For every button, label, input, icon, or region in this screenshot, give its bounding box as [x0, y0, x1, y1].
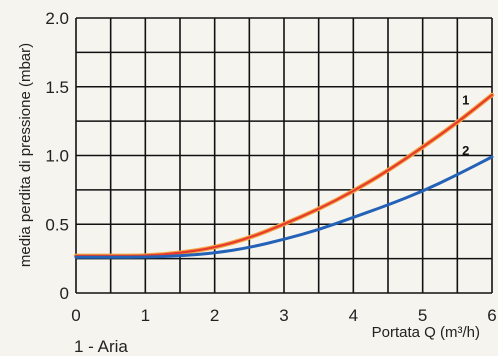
y-axis-label: media perdita di pressione (mbar) [17, 43, 34, 267]
y-tick-label: 1.5 [45, 78, 69, 97]
x-tick-label: 0 [71, 306, 80, 325]
series-2-tag: 2 [462, 143, 469, 158]
series-1-tag: 1 [462, 93, 469, 108]
x-tick-labels: 0 1 2 3 4 5 6 [71, 306, 496, 325]
x-tick-label: 1 [141, 306, 150, 325]
series-2-line [74, 155, 494, 259]
x-axis-label: Portata Q (m³/h) [372, 324, 480, 341]
x-tick-label: 2 [210, 306, 219, 325]
series-lines: 12 [73, 93, 495, 259]
x-tick-label: 5 [418, 306, 427, 325]
grid [75, 17, 493, 294]
y-tick-label: 2.0 [45, 9, 69, 28]
chart-caption: 1 - Aria [74, 337, 128, 356]
x-tick-label: 3 [279, 306, 288, 325]
y-tick-label: 0.5 [45, 215, 69, 234]
y-tick-label: 0 [60, 284, 69, 303]
y-tick-label: 1.0 [45, 147, 69, 166]
y-tick-labels: 0 0.5 1.0 1.5 2.0 [45, 9, 69, 303]
x-tick-label: 4 [349, 306, 358, 325]
x-tick-label: 6 [487, 306, 496, 325]
